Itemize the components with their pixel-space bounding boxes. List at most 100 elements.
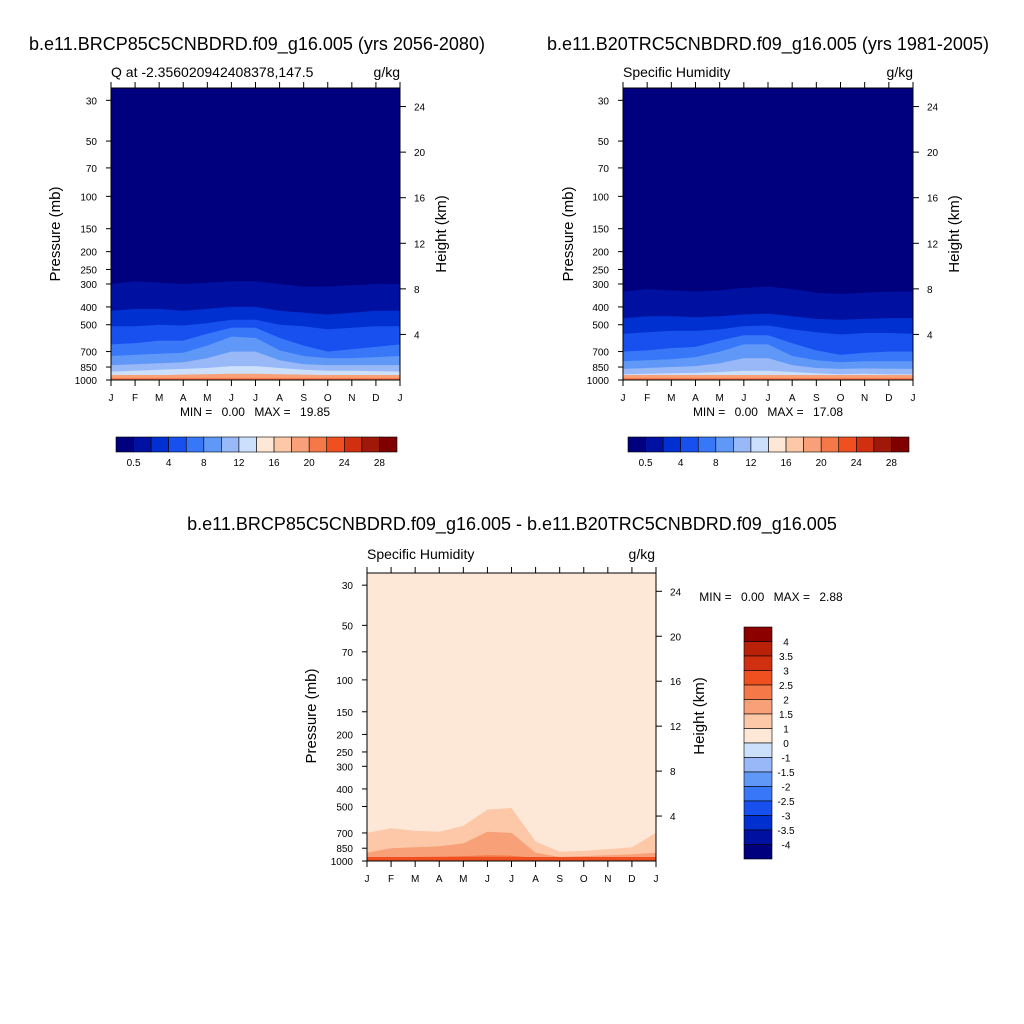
colorbar-label: 20 xyxy=(816,458,828,469)
colorbar-swatch xyxy=(168,436,187,453)
panel-historical-ylabel: Pressure (mb) xyxy=(560,186,577,281)
y-tick-label: 150 xyxy=(592,225,609,236)
colorbar-swatch xyxy=(662,436,681,453)
x-tick-label: N xyxy=(348,393,355,404)
y-tick-label: 200 xyxy=(80,248,97,259)
y2-tick-label: 4 xyxy=(414,330,420,341)
panel-future-y2label: Height (km) xyxy=(433,195,450,273)
surface-band-inner xyxy=(623,378,913,380)
colorbar-label: 24 xyxy=(851,458,863,469)
y-tick-label: 200 xyxy=(592,248,609,259)
colorbar-swatch xyxy=(820,436,840,453)
y-tick-label: 70 xyxy=(598,164,610,175)
panel-future-axes: J F M A M J J A S O N D J 30 50 70 100 150 200 250 300 400 500… xyxy=(75,82,426,404)
x-tick-label: J xyxy=(741,393,746,404)
colorbar-swatch xyxy=(891,436,910,453)
x-tick-label: M xyxy=(667,393,675,404)
x-tick-label: J xyxy=(253,393,258,404)
colorbar-swatch xyxy=(697,436,717,453)
y-tick-label: 300 xyxy=(336,762,353,773)
colorbar-label: 1 xyxy=(783,725,789,736)
y-tick-label: 400 xyxy=(80,303,97,314)
panel-difference-min-label: MIN = xyxy=(699,590,731,604)
y-tick-label: 700 xyxy=(336,829,353,840)
panel-future-right-label: g/kg xyxy=(374,64,400,80)
y-tick-label: 100 xyxy=(80,192,97,203)
x-tick-label: N xyxy=(861,393,868,404)
colorbar-swatch xyxy=(743,815,773,831)
x-tick-label: M xyxy=(715,393,723,404)
colorbar-label: -2 xyxy=(782,783,791,794)
y-tick-label: 50 xyxy=(342,621,354,632)
colorbar-swatch xyxy=(645,436,664,453)
colorbar-swatch xyxy=(150,436,169,453)
panel-future-max-label: MAX = xyxy=(254,405,290,419)
x-tick-label: A xyxy=(789,393,796,404)
panel-historical-title: b.e11.B20TRC5CNBDRD.f09_g16.005 (yrs 198… xyxy=(547,34,989,55)
y-tick-label: 500 xyxy=(336,802,353,813)
colorbar-label: 28 xyxy=(886,458,898,469)
x-tick-label: D xyxy=(885,393,892,404)
y2-tick-label: 4 xyxy=(927,330,933,341)
colorbar-swatch xyxy=(326,436,345,453)
y-tick-label: 150 xyxy=(336,708,353,719)
panel-historical-field xyxy=(623,88,913,380)
y-tick-label: 150 xyxy=(80,225,97,236)
colorbar-label: 4 xyxy=(166,458,172,469)
panel-difference-y2label: Height (km) xyxy=(691,677,708,755)
colorbar-swatch xyxy=(873,436,892,453)
panel-historical-right-label: g/kg xyxy=(887,64,913,80)
colorbar-swatch xyxy=(733,436,752,453)
y2-tick-label: 20 xyxy=(927,148,939,159)
colorbar-swatch xyxy=(743,728,773,744)
y2-tick-label: 8 xyxy=(927,285,933,296)
panel-difference-left-label: Specific Humidity xyxy=(367,546,474,562)
surface-band-inner xyxy=(111,378,400,380)
colorbar-swatch xyxy=(743,684,773,700)
panel-historical-axes: J F M A M J J A S O N D J 30 50 70 100 150 200 250 300 400 500… xyxy=(587,82,939,404)
colorbar-swatch xyxy=(856,436,875,453)
colorbar-label: 20 xyxy=(304,458,316,469)
panel-difference-colorbar: 4 3.5 3 2.5 2 1.5 1 0 -1 -1.5 -2 -2.5 -3 -3.5 -4 xyxy=(743,626,795,860)
y-tick-label: 250 xyxy=(336,748,353,759)
svg-text:MIN = 0.00 MAX =: MIN = 0.00 MAX = 19.85 xyxy=(180,405,330,419)
colorbar-swatch xyxy=(743,800,773,816)
y2-tick-label: 8 xyxy=(670,767,676,778)
colorbar-label: 0 xyxy=(783,739,789,750)
colorbar-swatch xyxy=(768,436,787,453)
panel-historical-colorbar: 0.5 4 8 12 16 20 24 28 xyxy=(627,436,910,469)
surface-band xyxy=(623,375,913,380)
panel-historical-max-value: 17.08 xyxy=(813,405,843,419)
x-tick-label: J xyxy=(654,874,659,885)
colorbar-swatch xyxy=(743,699,773,715)
colorbar-swatch xyxy=(133,436,152,453)
panel-difference-max-value: 2.88 xyxy=(819,590,843,604)
panel-difference-title: b.e11.BRCP85C5CNBDRD.f09_g16.005 - b.e11… xyxy=(187,514,837,535)
colorbar-label: 1.5 xyxy=(779,710,793,721)
colorbar-label: 0.5 xyxy=(639,458,653,469)
y-tick-label: 100 xyxy=(336,676,353,687)
colorbar-swatch xyxy=(238,436,257,453)
y-tick-label: 300 xyxy=(80,280,97,291)
y-tick-label: 70 xyxy=(86,164,98,175)
colorbar-label: 8 xyxy=(713,458,719,469)
y-tick-label: 300 xyxy=(592,280,609,291)
colorbar-swatch xyxy=(803,436,822,453)
y-tick-label: 250 xyxy=(592,265,609,276)
colorbar-swatch xyxy=(291,436,310,453)
y-tick-label: 500 xyxy=(592,321,609,332)
panel-difference-axes: J F M A M J J A S O N D J 30 50 70 100 150 200 250 300 400 500… xyxy=(331,567,682,885)
y-tick-label: 700 xyxy=(592,348,609,359)
colorbar-swatch xyxy=(743,757,773,773)
colorbar-swatch xyxy=(273,436,292,453)
x-tick-label: S xyxy=(300,393,307,404)
x-tick-label: J xyxy=(766,393,771,404)
colorbar-swatch xyxy=(743,742,773,758)
x-tick-label: M xyxy=(411,874,419,885)
y-tick-label: 1000 xyxy=(587,376,610,387)
x-tick-label: J xyxy=(911,393,916,404)
colorbar-label: 16 xyxy=(269,458,281,469)
x-tick-label: D xyxy=(628,874,635,885)
panel-future-min-label: MIN = xyxy=(180,405,212,419)
y2-tick-label: 24 xyxy=(670,587,682,598)
